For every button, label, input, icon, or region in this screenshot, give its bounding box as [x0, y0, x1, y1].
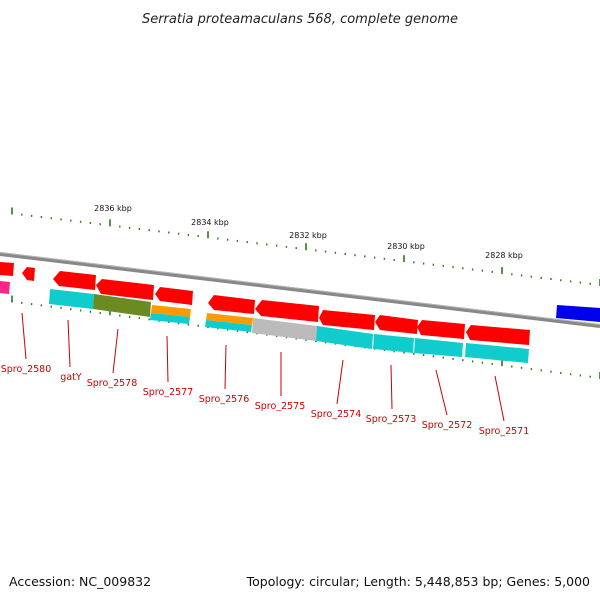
gene-arrow[interactable] [155, 287, 193, 305]
genome-backbone-highlight [0, 252, 600, 325]
gene-arrow[interactable] [53, 271, 96, 290]
gene-labels: Spro_2580 gatY Spro_2578 Spro_2577 Spro_… [1, 364, 530, 437]
cog-block [414, 338, 463, 357]
gene-label-spro-2576[interactable]: Spro_2576 [199, 394, 250, 405]
cog-block [465, 343, 529, 363]
gene-label-spro-2571[interactable]: Spro_2571 [479, 426, 530, 437]
gene-label-spro-2575[interactable]: Spro_2575 [255, 401, 306, 412]
cog-block [373, 334, 414, 353]
label-leaders [21, 312, 505, 422]
kbp-label-2832: 2832 kbp [289, 231, 327, 240]
gene-arrow[interactable] [0, 262, 14, 276]
gene-label-spro-2573[interactable]: Spro_2573 [366, 414, 417, 425]
cog-block [150, 313, 190, 324]
gene-arrow[interactable] [208, 295, 255, 314]
map-title: Serratia proteamaculans 568, complete ge… [142, 12, 458, 27]
gene-label-spro-2578[interactable]: Spro_2578 [87, 378, 138, 389]
gene-track-red [0, 262, 600, 345]
gene-arrow[interactable] [22, 267, 35, 281]
gene-label-gaty[interactable]: gatY [60, 372, 82, 383]
cog-block [206, 313, 253, 325]
leader-line [494, 375, 505, 422]
leader-line [21, 312, 27, 360]
gene-arrow[interactable] [375, 315, 418, 334]
kbp-tick-row [11, 207, 600, 286]
gene-label-spro-2577[interactable]: Spro_2577 [143, 387, 194, 398]
leader-line [112, 328, 119, 374]
leader-line [67, 319, 71, 368]
accession-text: Accession: NC_009832 [9, 574, 151, 589]
leader-line [390, 364, 393, 410]
gene-arrow[interactable] [319, 310, 375, 330]
topology-summary-text: Topology: circular; Length: 5,448,853 bp… [246, 574, 590, 589]
cog-block [151, 305, 191, 317]
gene-label-spro-2580[interactable]: Spro_2580 [1, 364, 52, 375]
cog-block [252, 318, 317, 341]
kbp-labels: 2836 kbp 2834 kbp 2832 kbp 2830 kbp 2828… [94, 204, 523, 260]
gene-arrow[interactable] [417, 320, 465, 339]
gene-arrow[interactable] [255, 300, 319, 322]
cog-block [205, 320, 252, 332]
gene-label-spro-2572[interactable]: Spro_2572 [422, 420, 473, 431]
leader-line [224, 344, 227, 390]
kbp-label-2828: 2828 kbp [485, 251, 523, 260]
cog-block [0, 281, 10, 294]
kbp-label-2830: 2830 kbp [387, 242, 425, 251]
gene-arrow[interactable] [96, 279, 154, 300]
cog-block [316, 326, 373, 349]
cog-block [93, 294, 151, 317]
kbp-label-2834: 2834 kbp [191, 218, 229, 227]
cog-block [49, 289, 94, 309]
genome-backbone [0, 252, 600, 328]
leader-line [166, 335, 169, 383]
leader-line [435, 369, 448, 416]
cog-track [0, 281, 529, 363]
kbp-label-2836: 2836 kbp [94, 204, 132, 213]
leader-line [336, 359, 344, 405]
gene-arrow[interactable] [466, 325, 530, 345]
gene-arrow[interactable] [556, 305, 600, 322]
gene-label-spro-2574[interactable]: Spro_2574 [311, 409, 362, 420]
